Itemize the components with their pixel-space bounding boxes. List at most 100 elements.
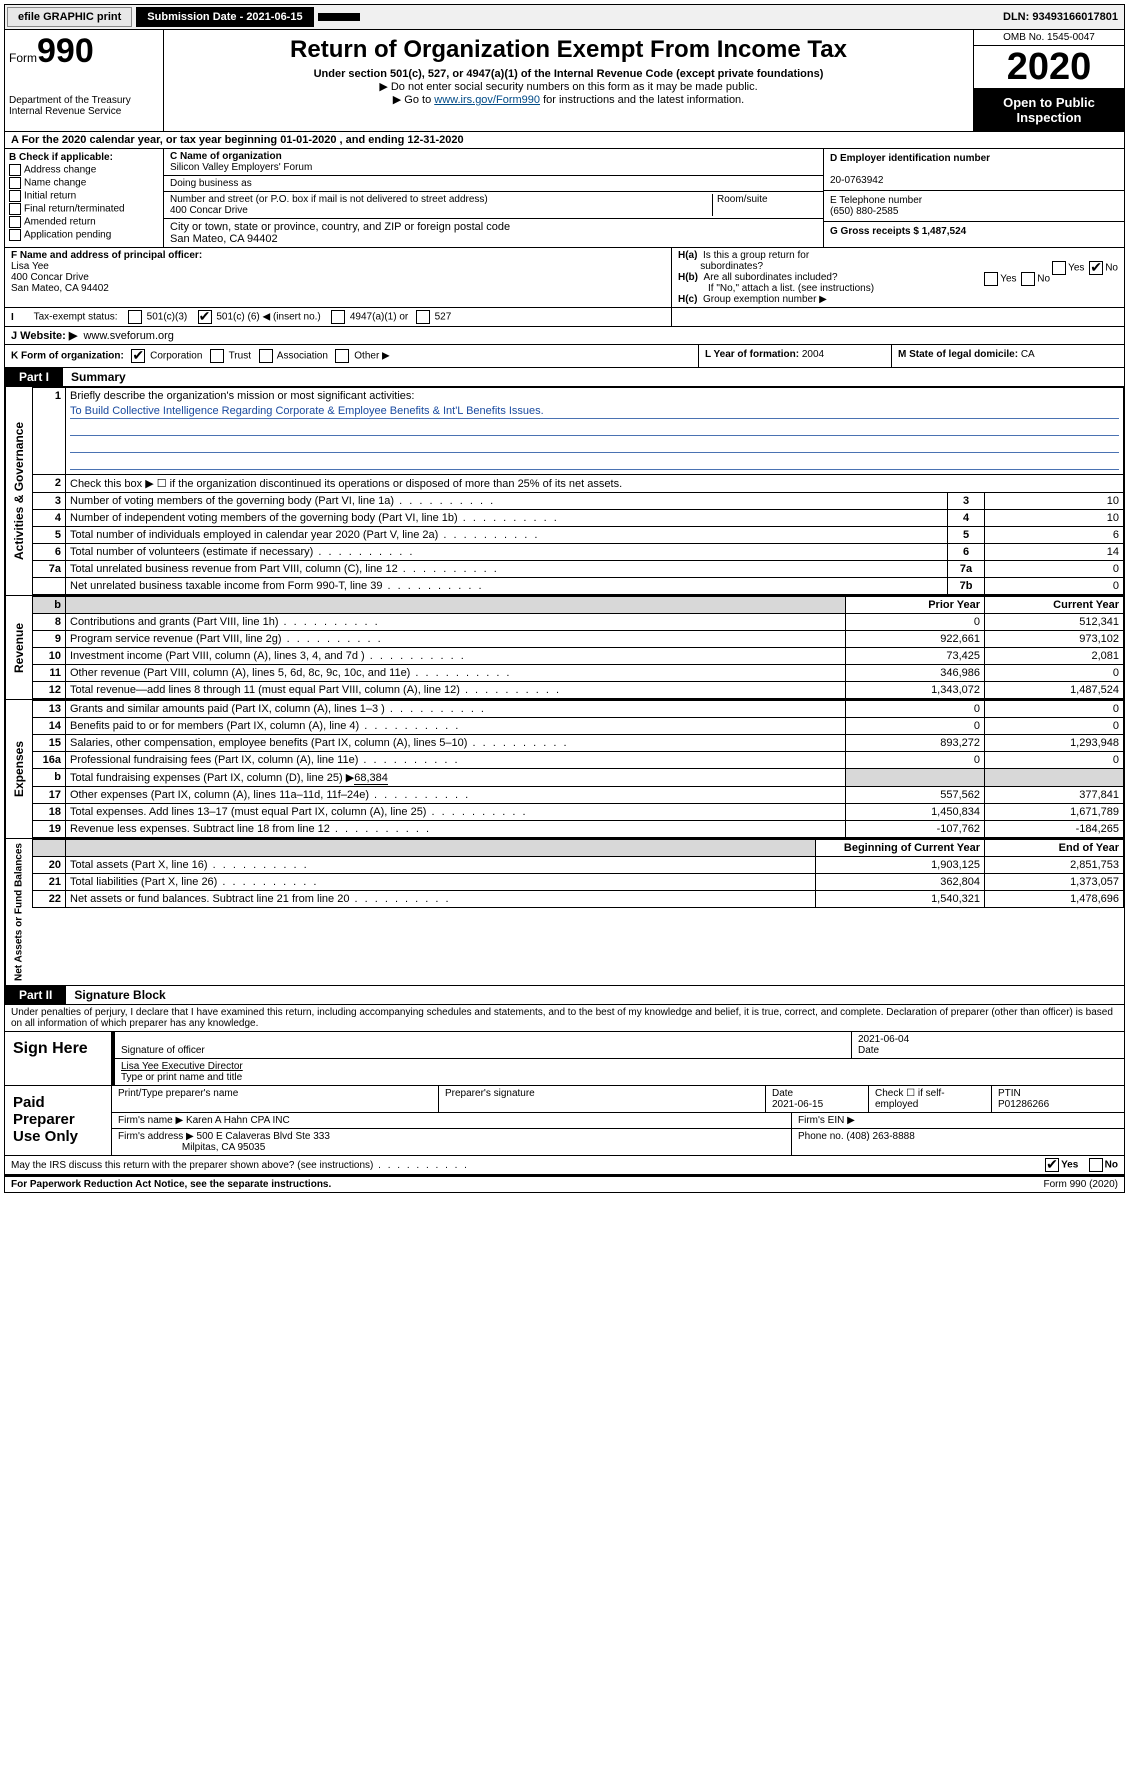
- check-corporation[interactable]: [131, 349, 145, 363]
- sig-date: 2021-06-04: [858, 1034, 909, 1045]
- line13-prior: 0: [846, 701, 985, 718]
- line15: Salaries, other compensation, employee b…: [66, 735, 846, 752]
- line7b: Net unrelated business taxable income fr…: [66, 578, 948, 595]
- firm-name: Karen A Hahn CPA INC: [186, 1115, 290, 1126]
- begin-year-hdr: Beginning of Current Year: [816, 840, 985, 857]
- check-name-change[interactable]: Name change: [9, 177, 159, 189]
- line8: Contributions and grants (Part VIII, lin…: [66, 614, 846, 631]
- line17-current: 377,841: [985, 787, 1124, 804]
- side-revenue: Revenue: [5, 596, 32, 699]
- line3-value: 10: [985, 493, 1124, 510]
- j-website-label: J Website: ▶: [11, 330, 77, 342]
- open-inspection-badge: Open to Public Inspection: [974, 89, 1124, 131]
- check-501c[interactable]: [198, 310, 212, 324]
- cat-no: Cat. No. 11282Y: [651, 1179, 724, 1190]
- check-final-return[interactable]: Final return/terminated: [9, 203, 159, 215]
- line7a: Total unrelated business revenue from Pa…: [66, 561, 948, 578]
- self-employed-check[interactable]: Check ☐ if self-employed: [869, 1086, 992, 1112]
- form-footer: Form 990 (2020): [1044, 1179, 1118, 1190]
- line12-prior: 1,343,072: [846, 682, 985, 699]
- firm-addr-label: Firm's address ▶: [118, 1131, 194, 1142]
- submission-date-button[interactable]: Submission Date - 2021-06-15: [136, 7, 313, 27]
- line14-current: 0: [985, 718, 1124, 735]
- firm-addr1: 500 E Calaveras Blvd Ste 333: [197, 1131, 330, 1142]
- part1-label: Part I: [5, 368, 63, 386]
- line5-value: 6: [985, 527, 1124, 544]
- check-527[interactable]: [416, 310, 430, 324]
- part1-title: Summary: [63, 368, 134, 386]
- form-title: Return of Organization Exempt From Incom…: [172, 36, 965, 64]
- officer-name-title: Lisa Yee Executive Director: [121, 1061, 243, 1072]
- line21-prior: 362,804: [816, 874, 985, 891]
- check-application-pending[interactable]: Application pending: [9, 229, 159, 241]
- phone-value: (650) 880-2585: [830, 206, 898, 217]
- side-expenses: Expenses: [5, 700, 32, 838]
- dln-text: DLN: 93493166017801: [1003, 11, 1124, 23]
- check-initial-return[interactable]: Initial return: [9, 190, 159, 202]
- line7b-value: 0: [985, 578, 1124, 595]
- preparer-date-hdr: Date: [772, 1088, 793, 1099]
- f-officer-label: F Name and address of principal officer:: [11, 250, 202, 261]
- line16a-current: 0: [985, 752, 1124, 769]
- line10-prior: 73,425: [846, 648, 985, 665]
- officer-addr1: 400 Concar Drive: [11, 272, 89, 283]
- line13-current: 0: [985, 701, 1124, 718]
- officer-addr2: San Mateo, CA 94402: [11, 283, 109, 294]
- line19: Revenue less expenses. Subtract line 18 …: [66, 821, 846, 838]
- line8-current: 512,341: [985, 614, 1124, 631]
- section-b-label: B Check if applicable:: [9, 152, 159, 163]
- line10: Investment income (Part VIII, column (A)…: [66, 648, 846, 665]
- street-address: 400 Concar Drive: [170, 205, 248, 216]
- check-trust[interactable]: [210, 349, 224, 363]
- irs-link[interactable]: www.irs.gov/Form990: [434, 94, 540, 106]
- g-gross-label: G Gross receipts $ 1,487,524: [830, 226, 966, 237]
- c-name-label: C Name of organization: [170, 151, 282, 162]
- d-ein-label: D Employer identification number: [830, 153, 990, 164]
- line15-prior: 893,272: [846, 735, 985, 752]
- org-name: Silicon Valley Employers' Forum: [170, 162, 312, 173]
- sig-officer-label: Signature of officer: [121, 1045, 205, 1056]
- omb-number: OMB No. 1545-0047: [974, 30, 1124, 46]
- check-address-change[interactable]: Address change: [9, 164, 159, 176]
- section-a-tax-year: A For the 2020 calendar year, or tax yea…: [4, 132, 1125, 149]
- discuss-no-check[interactable]: [1089, 1158, 1103, 1172]
- blank-button[interactable]: [318, 13, 360, 21]
- line20: Total assets (Part X, line 16): [66, 857, 816, 874]
- line10-current: 2,081: [985, 648, 1124, 665]
- line11-current: 0: [985, 665, 1124, 682]
- addr-label: Number and street (or P.O. box if mail i…: [170, 194, 488, 205]
- line21-current: 1,373,057: [985, 874, 1124, 891]
- line12: Total revenue—add lines 8 through 11 (mu…: [66, 682, 846, 699]
- check-501c3[interactable]: [128, 310, 142, 324]
- check-amended-return[interactable]: Amended return: [9, 216, 159, 228]
- discuss-yes-check[interactable]: [1045, 1158, 1059, 1172]
- firm-phone: (408) 263-8888: [846, 1131, 914, 1142]
- goto-line: ▶ Go to www.irs.gov/Form990 for instruct…: [172, 93, 965, 106]
- line9-prior: 922,661: [846, 631, 985, 648]
- dept-treasury: Department of the Treasury Internal Reve…: [9, 95, 159, 117]
- tax-exempt-label: Tax-exempt status:: [34, 312, 118, 323]
- line11-prior: 346,986: [846, 665, 985, 682]
- paperwork-notice: For Paperwork Reduction Act Notice, see …: [11, 1179, 331, 1190]
- line16a-prior: 0: [846, 752, 985, 769]
- line22: Net assets or fund balances. Subtract li…: [66, 891, 816, 908]
- line3: Number of voting members of the governin…: [66, 493, 948, 510]
- check-other[interactable]: [335, 349, 349, 363]
- firm-phone-label: Phone no.: [798, 1131, 844, 1142]
- ha-group-return: H(a) Is this a group return for subordin…: [678, 250, 1118, 272]
- ssn-warning: ▶ Do not enter social security numbers o…: [172, 80, 965, 93]
- perjury-statement: Under penalties of perjury, I declare th…: [4, 1005, 1125, 1032]
- city-state-zip: San Mateo, CA 94402: [170, 233, 278, 245]
- line19-prior: -107,762: [846, 821, 985, 838]
- preparer-date: 2021-06-15: [772, 1099, 823, 1110]
- ptin-value: P01286266: [998, 1099, 1049, 1110]
- ein-value: 20-0763942: [830, 175, 883, 186]
- line6-value: 14: [985, 544, 1124, 561]
- check-4947[interactable]: [331, 310, 345, 324]
- firm-name-label: Firm's name ▶: [118, 1115, 183, 1126]
- line8-prior: 0: [846, 614, 985, 631]
- line18: Total expenses. Add lines 13–17 (must eq…: [66, 804, 846, 821]
- efile-graphic-print-button[interactable]: efile GRAPHIC print: [7, 7, 132, 27]
- check-association[interactable]: [259, 349, 273, 363]
- line15-current: 1,293,948: [985, 735, 1124, 752]
